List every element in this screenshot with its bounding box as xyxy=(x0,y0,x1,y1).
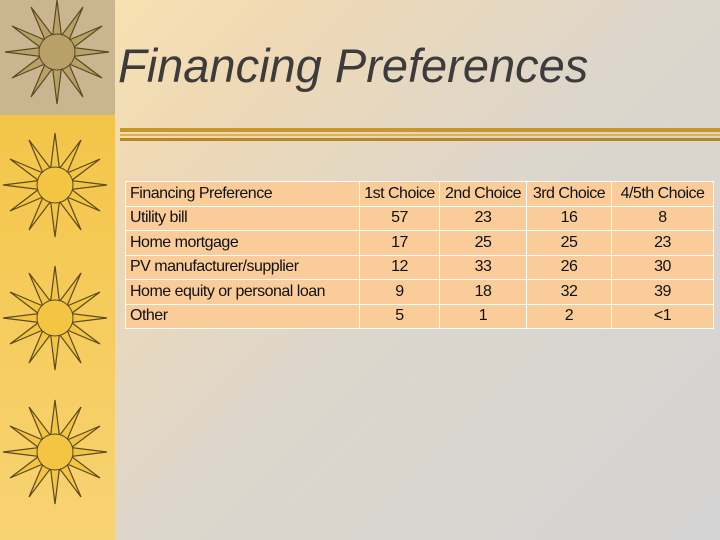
cell: 25 xyxy=(526,230,612,256)
sun-center xyxy=(38,33,76,71)
cell: 17 xyxy=(359,230,440,256)
sun-center xyxy=(36,299,74,337)
cell: 2nd Choice xyxy=(439,181,527,207)
cell: 23 xyxy=(611,230,714,256)
cell: 30 xyxy=(611,254,714,280)
table-row: Utility bill 57 23 16 8 xyxy=(125,205,714,231)
cell: 1st Choice xyxy=(359,181,440,207)
cell: 25 xyxy=(439,230,527,256)
row-label: Utility bill xyxy=(125,205,360,231)
slide-title: Financing Preferences xyxy=(118,39,589,92)
row-label: Home mortgage xyxy=(125,230,360,256)
cell: 16 xyxy=(526,205,612,231)
cell: 2 xyxy=(526,303,612,329)
cell: 3rd Choice xyxy=(526,181,612,207)
cell: 4/5th Choice xyxy=(611,181,714,207)
cell: 5 xyxy=(359,303,440,329)
table-row: PV manufacturer/supplier 12 33 26 30 xyxy=(125,254,714,280)
cell: 1 xyxy=(439,303,527,329)
cell: 18 xyxy=(439,279,527,305)
cell: 12 xyxy=(359,254,440,280)
cell: 8 xyxy=(611,205,714,231)
cell: 57 xyxy=(359,205,440,231)
cell: 23 xyxy=(439,205,527,231)
sun-center xyxy=(36,166,74,204)
row-label: Other xyxy=(125,303,360,329)
row-label: PV manufacturer/supplier xyxy=(125,254,360,280)
decor-strip xyxy=(0,0,115,540)
cell: 26 xyxy=(526,254,612,280)
table-row: Home equity or personal loan 9 18 32 39 xyxy=(125,279,714,305)
sun-center xyxy=(36,433,74,471)
cell: 9 xyxy=(359,279,440,305)
header-row: Financing Preference 1st Choice 2nd Choice… xyxy=(125,181,714,207)
table-row: Other 5 1 2 <1 xyxy=(125,303,714,329)
preference-table: Financing Preference 1st Choice 2nd Choice… xyxy=(125,181,714,329)
title-rule xyxy=(120,128,720,141)
cell: 33 xyxy=(439,254,527,280)
row-label: Financing Preference xyxy=(125,181,360,207)
cell: 39 xyxy=(611,279,714,305)
cell: <1 xyxy=(611,303,714,329)
row-label: Home equity or personal loan xyxy=(125,279,360,305)
table-row: Home mortgage 17 25 25 23 xyxy=(125,230,714,256)
cell: 32 xyxy=(526,279,612,305)
